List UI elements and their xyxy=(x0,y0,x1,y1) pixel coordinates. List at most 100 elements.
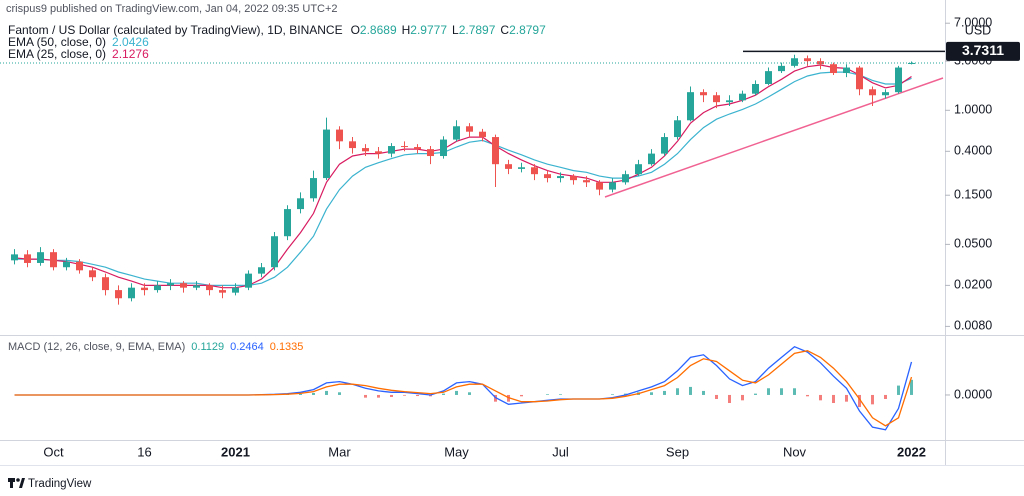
candle-body xyxy=(778,65,785,72)
candle-body xyxy=(284,209,291,237)
ohlc-value: 2.8689 xyxy=(360,23,397,37)
candle-body xyxy=(908,62,915,64)
histogram-bar xyxy=(741,394,744,401)
histogram-bar xyxy=(390,394,393,397)
histogram-bar xyxy=(663,390,666,395)
histogram-bar xyxy=(403,394,406,396)
logo-shape xyxy=(19,478,25,488)
logo-shape xyxy=(16,478,20,482)
candle-body xyxy=(830,64,837,74)
legend-name: EMA (50, close, 0) xyxy=(8,35,106,49)
candle-body xyxy=(622,174,629,183)
price-label-box xyxy=(946,41,1020,61)
candle-body xyxy=(869,89,876,96)
candle-body xyxy=(713,95,720,103)
histogram-bar xyxy=(520,394,523,397)
histogram-bar xyxy=(650,392,653,395)
candle-body xyxy=(739,93,746,101)
x-tick-label: Mar xyxy=(328,444,351,459)
x-tick-label: Jul xyxy=(552,444,569,459)
candle-body xyxy=(856,67,863,90)
candle-body xyxy=(11,254,18,261)
candle-body xyxy=(661,137,668,154)
histogram-bar xyxy=(767,388,770,395)
candle-body xyxy=(349,141,356,149)
candle-body xyxy=(76,261,83,271)
candle-body xyxy=(570,176,577,181)
macd-line xyxy=(14,350,913,427)
x-tick-label: 2022 xyxy=(897,444,926,459)
candle-body xyxy=(817,61,824,65)
candle-body xyxy=(193,285,200,288)
ema-line xyxy=(14,71,912,286)
histogram-bar xyxy=(832,394,835,404)
candle-body xyxy=(674,120,681,138)
candle-body xyxy=(687,92,694,121)
histogram-bar xyxy=(312,392,315,395)
x-tick-label: Nov xyxy=(783,444,807,459)
candle-body xyxy=(401,146,408,148)
candle-body xyxy=(375,151,382,154)
legend-value: 0.1335 xyxy=(270,341,304,353)
histogram-bar xyxy=(845,394,848,402)
x-tick-label: 2021 xyxy=(221,444,250,459)
y-tick-label: 1.0000 xyxy=(954,103,992,117)
price-unit: USD xyxy=(965,23,991,37)
candle-body xyxy=(310,178,317,199)
ema-line xyxy=(14,64,912,289)
candle-body xyxy=(466,126,473,132)
candle-body xyxy=(154,285,161,291)
candle-body xyxy=(180,283,187,288)
candle-body xyxy=(271,236,278,268)
histogram-bar xyxy=(897,385,900,395)
legend-value: 2.1276 xyxy=(112,47,149,61)
ohlc-legend: O2.8689 H2.9777 L2.7897 C2.8797 xyxy=(351,23,547,37)
ohlc-label: H xyxy=(402,23,411,37)
candle-body xyxy=(544,174,551,179)
candle-body xyxy=(479,131,486,138)
legend-value: 0.1129 xyxy=(191,341,224,353)
candle-body xyxy=(596,182,603,190)
candle-body xyxy=(89,270,96,278)
trend-line xyxy=(604,77,944,198)
histogram-bar xyxy=(819,394,822,401)
histogram-bar xyxy=(702,390,705,395)
candle-body xyxy=(362,148,369,152)
y-tick-label: 0.0080 xyxy=(954,319,992,333)
histogram-bar xyxy=(806,394,809,397)
legend-value: 2.0426 xyxy=(112,35,149,49)
histogram-bar xyxy=(338,392,341,395)
ohlc-label: C xyxy=(500,23,509,37)
y-tick-label: 0.0000 xyxy=(954,387,992,401)
histogram-bar xyxy=(910,379,913,395)
candle-body xyxy=(128,287,135,299)
candle-body xyxy=(115,290,122,299)
candle-body xyxy=(167,283,174,286)
histogram-bar xyxy=(715,394,718,399)
legend-value: 0.2464 xyxy=(230,341,264,353)
histogram-bar xyxy=(793,388,796,395)
candle-body xyxy=(804,58,811,62)
x-tick-label: Sep xyxy=(666,444,689,459)
y-tick-label: 0.0500 xyxy=(954,237,992,251)
ohlc-label: O xyxy=(351,23,360,37)
histogram-bar xyxy=(728,394,731,404)
ohlc-value: 2.9777 xyxy=(410,23,447,37)
histogram-bar xyxy=(780,388,783,395)
candle-body xyxy=(635,164,642,175)
candle-body xyxy=(518,167,525,169)
candle-body xyxy=(37,252,44,263)
candle-body xyxy=(453,126,460,140)
x-tick-label: 16 xyxy=(137,444,151,459)
logo-shape xyxy=(10,478,13,488)
x-tick-label: May xyxy=(444,444,469,459)
candle-body xyxy=(297,198,304,210)
candle-body xyxy=(505,164,512,169)
candle-body xyxy=(141,287,148,291)
histogram-bar xyxy=(871,394,874,405)
candle-body xyxy=(765,71,772,84)
chart-title: Fantom / US Dollar (calculated by Tradin… xyxy=(8,23,343,37)
histogram-bar xyxy=(442,393,445,395)
